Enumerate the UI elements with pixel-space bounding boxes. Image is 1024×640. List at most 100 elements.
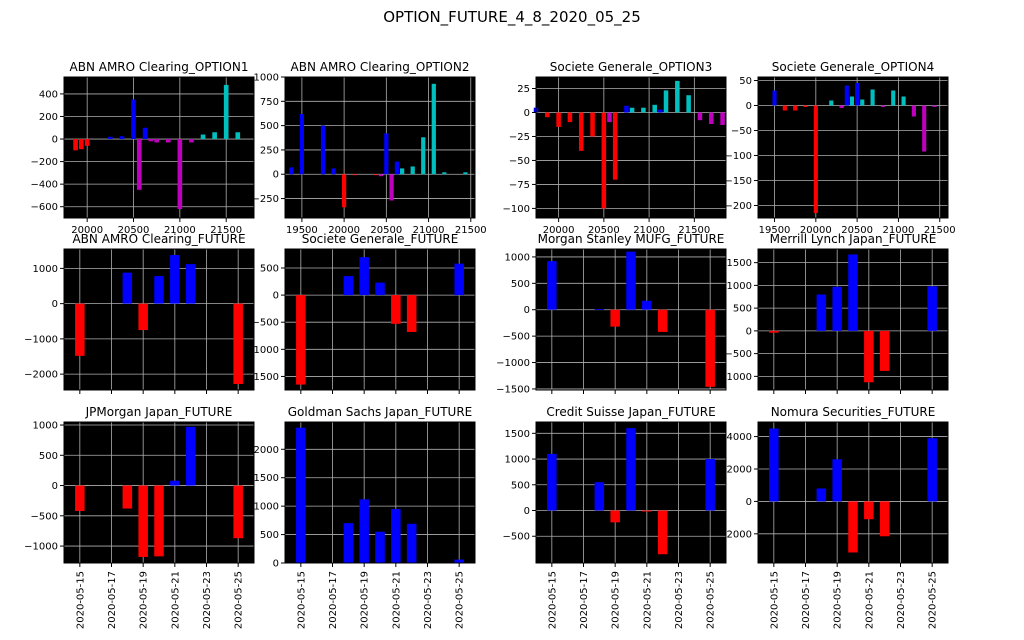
- bar: [567, 112, 573, 123]
- plot-area: [536, 77, 726, 218]
- bar: [442, 172, 447, 175]
- bar: [289, 167, 294, 175]
- y-tick-label: −500: [725, 349, 752, 360]
- bar: [590, 112, 595, 137]
- y-tick-label: 1000: [505, 455, 530, 466]
- bar: [816, 488, 827, 502]
- subplot-4: Societe Generale_OPTION4 −200 −150 −100 −50 0…: [725, 60, 956, 236]
- y-tick-label: 1000: [254, 73, 279, 84]
- bar: [705, 309, 715, 387]
- bar: [594, 482, 605, 511]
- bar: [108, 136, 113, 140]
- y-tick-label: −1000: [718, 372, 752, 383]
- plot-frame: [63, 421, 255, 564]
- bar: [901, 96, 906, 106]
- bar: [547, 453, 557, 511]
- bar: [626, 428, 636, 511]
- bar: [932, 105, 937, 107]
- y-tick-label: 200: [39, 112, 58, 123]
- y-tick-label: 1000: [505, 252, 530, 263]
- y-tick-label: −500: [503, 332, 530, 343]
- bar: [384, 133, 389, 175]
- y-tick-label: 500: [260, 121, 279, 132]
- bar: [855, 83, 860, 106]
- bar: [154, 276, 164, 304]
- subplot-title: Merrill Lynch Japan_FUTURE: [770, 232, 937, 246]
- figure-title: OPTION_FUTURE_4_8_2020_05_25: [383, 8, 641, 26]
- bar: [122, 485, 133, 509]
- subplot-10: Goldman Sachs Japan_FUTURE 0 500 1000 1500 20…: [254, 405, 476, 629]
- bar: [170, 480, 180, 486]
- bar: [686, 95, 691, 113]
- bar: [610, 510, 620, 523]
- bar: [119, 136, 125, 140]
- x-tick-label: 2020-05-21: [642, 571, 653, 629]
- bar: [421, 137, 426, 175]
- y-tick-label: −500: [252, 318, 279, 329]
- y-tick-label: 0: [52, 299, 58, 310]
- x-tick-label: 2020-05-25: [928, 571, 939, 629]
- bar: [73, 139, 78, 151]
- x-tick-label: 2020-05-25: [234, 571, 245, 629]
- bar: [864, 330, 874, 383]
- x-tick-label: 21500: [455, 225, 487, 236]
- x-tick-label: 20000: [328, 225, 360, 236]
- subplot-7: Morgan Stanley MUFG_FUTURE −1500 −1000 −500…: [496, 232, 727, 395]
- y-tick-label: −1000: [245, 345, 279, 356]
- plot-frame: [757, 421, 949, 564]
- bar: [84, 139, 90, 146]
- y-tick-label: −50: [509, 156, 530, 167]
- bar: [233, 303, 243, 385]
- bar: [142, 127, 148, 140]
- bar: [642, 510, 652, 512]
- y-tick-label: −250: [252, 194, 279, 205]
- y-tick-label: −100: [725, 151, 752, 162]
- y-tick-label: 1500: [505, 429, 530, 440]
- bar: [359, 499, 369, 563]
- bar: [545, 112, 550, 118]
- bar: [359, 257, 369, 296]
- subplot-title: JPMorgan Japan_FUTURE: [85, 405, 233, 419]
- y-tick-label: −200: [31, 157, 58, 168]
- bar: [629, 107, 635, 113]
- bar: [624, 105, 629, 113]
- bar: [320, 125, 326, 175]
- bar: [223, 84, 229, 140]
- bar: [675, 80, 680, 113]
- x-tick-label: 19500: [759, 225, 791, 236]
- y-tick-label: −500: [31, 511, 58, 522]
- subplot-title: Societe Generale_OPTION3: [550, 60, 712, 74]
- bar: [122, 272, 133, 304]
- bar: [578, 112, 584, 151]
- y-tick-label: 500: [511, 480, 530, 491]
- x-tick-label: 2020-05-25: [706, 571, 717, 629]
- bar: [848, 254, 858, 331]
- bar: [185, 426, 196, 486]
- bar: [79, 139, 84, 150]
- bar: [391, 295, 401, 324]
- bar: [378, 174, 384, 177]
- bar: [389, 174, 394, 201]
- plot-area: [285, 249, 475, 390]
- y-tick-label: 500: [511, 279, 530, 290]
- y-tick-label: −100: [503, 204, 530, 215]
- bar: [400, 168, 405, 175]
- bar: [641, 107, 646, 113]
- bar: [860, 99, 865, 106]
- subplot-title: ABN AMRO Clearing_OPTION2: [291, 60, 470, 74]
- bar: [891, 90, 896, 106]
- y-tick-label: 250: [260, 145, 279, 156]
- y-tick-label: 500: [39, 451, 58, 462]
- subplot-title: Goldman Sachs Japan_FUTURE: [288, 405, 472, 419]
- bar: [131, 99, 136, 140]
- x-tick-label: 20500: [118, 225, 150, 236]
- bar: [235, 132, 241, 140]
- y-tick-label: 1000: [254, 502, 279, 513]
- bar: [832, 286, 842, 331]
- plot-area: [285, 77, 475, 218]
- x-tick-label: 2020-05-15: [547, 571, 558, 629]
- x-tick-label: 2020-05-19: [611, 571, 622, 629]
- bar: [454, 263, 464, 296]
- subplot-title: Morgan Stanley MUFG_FUTURE: [538, 232, 725, 246]
